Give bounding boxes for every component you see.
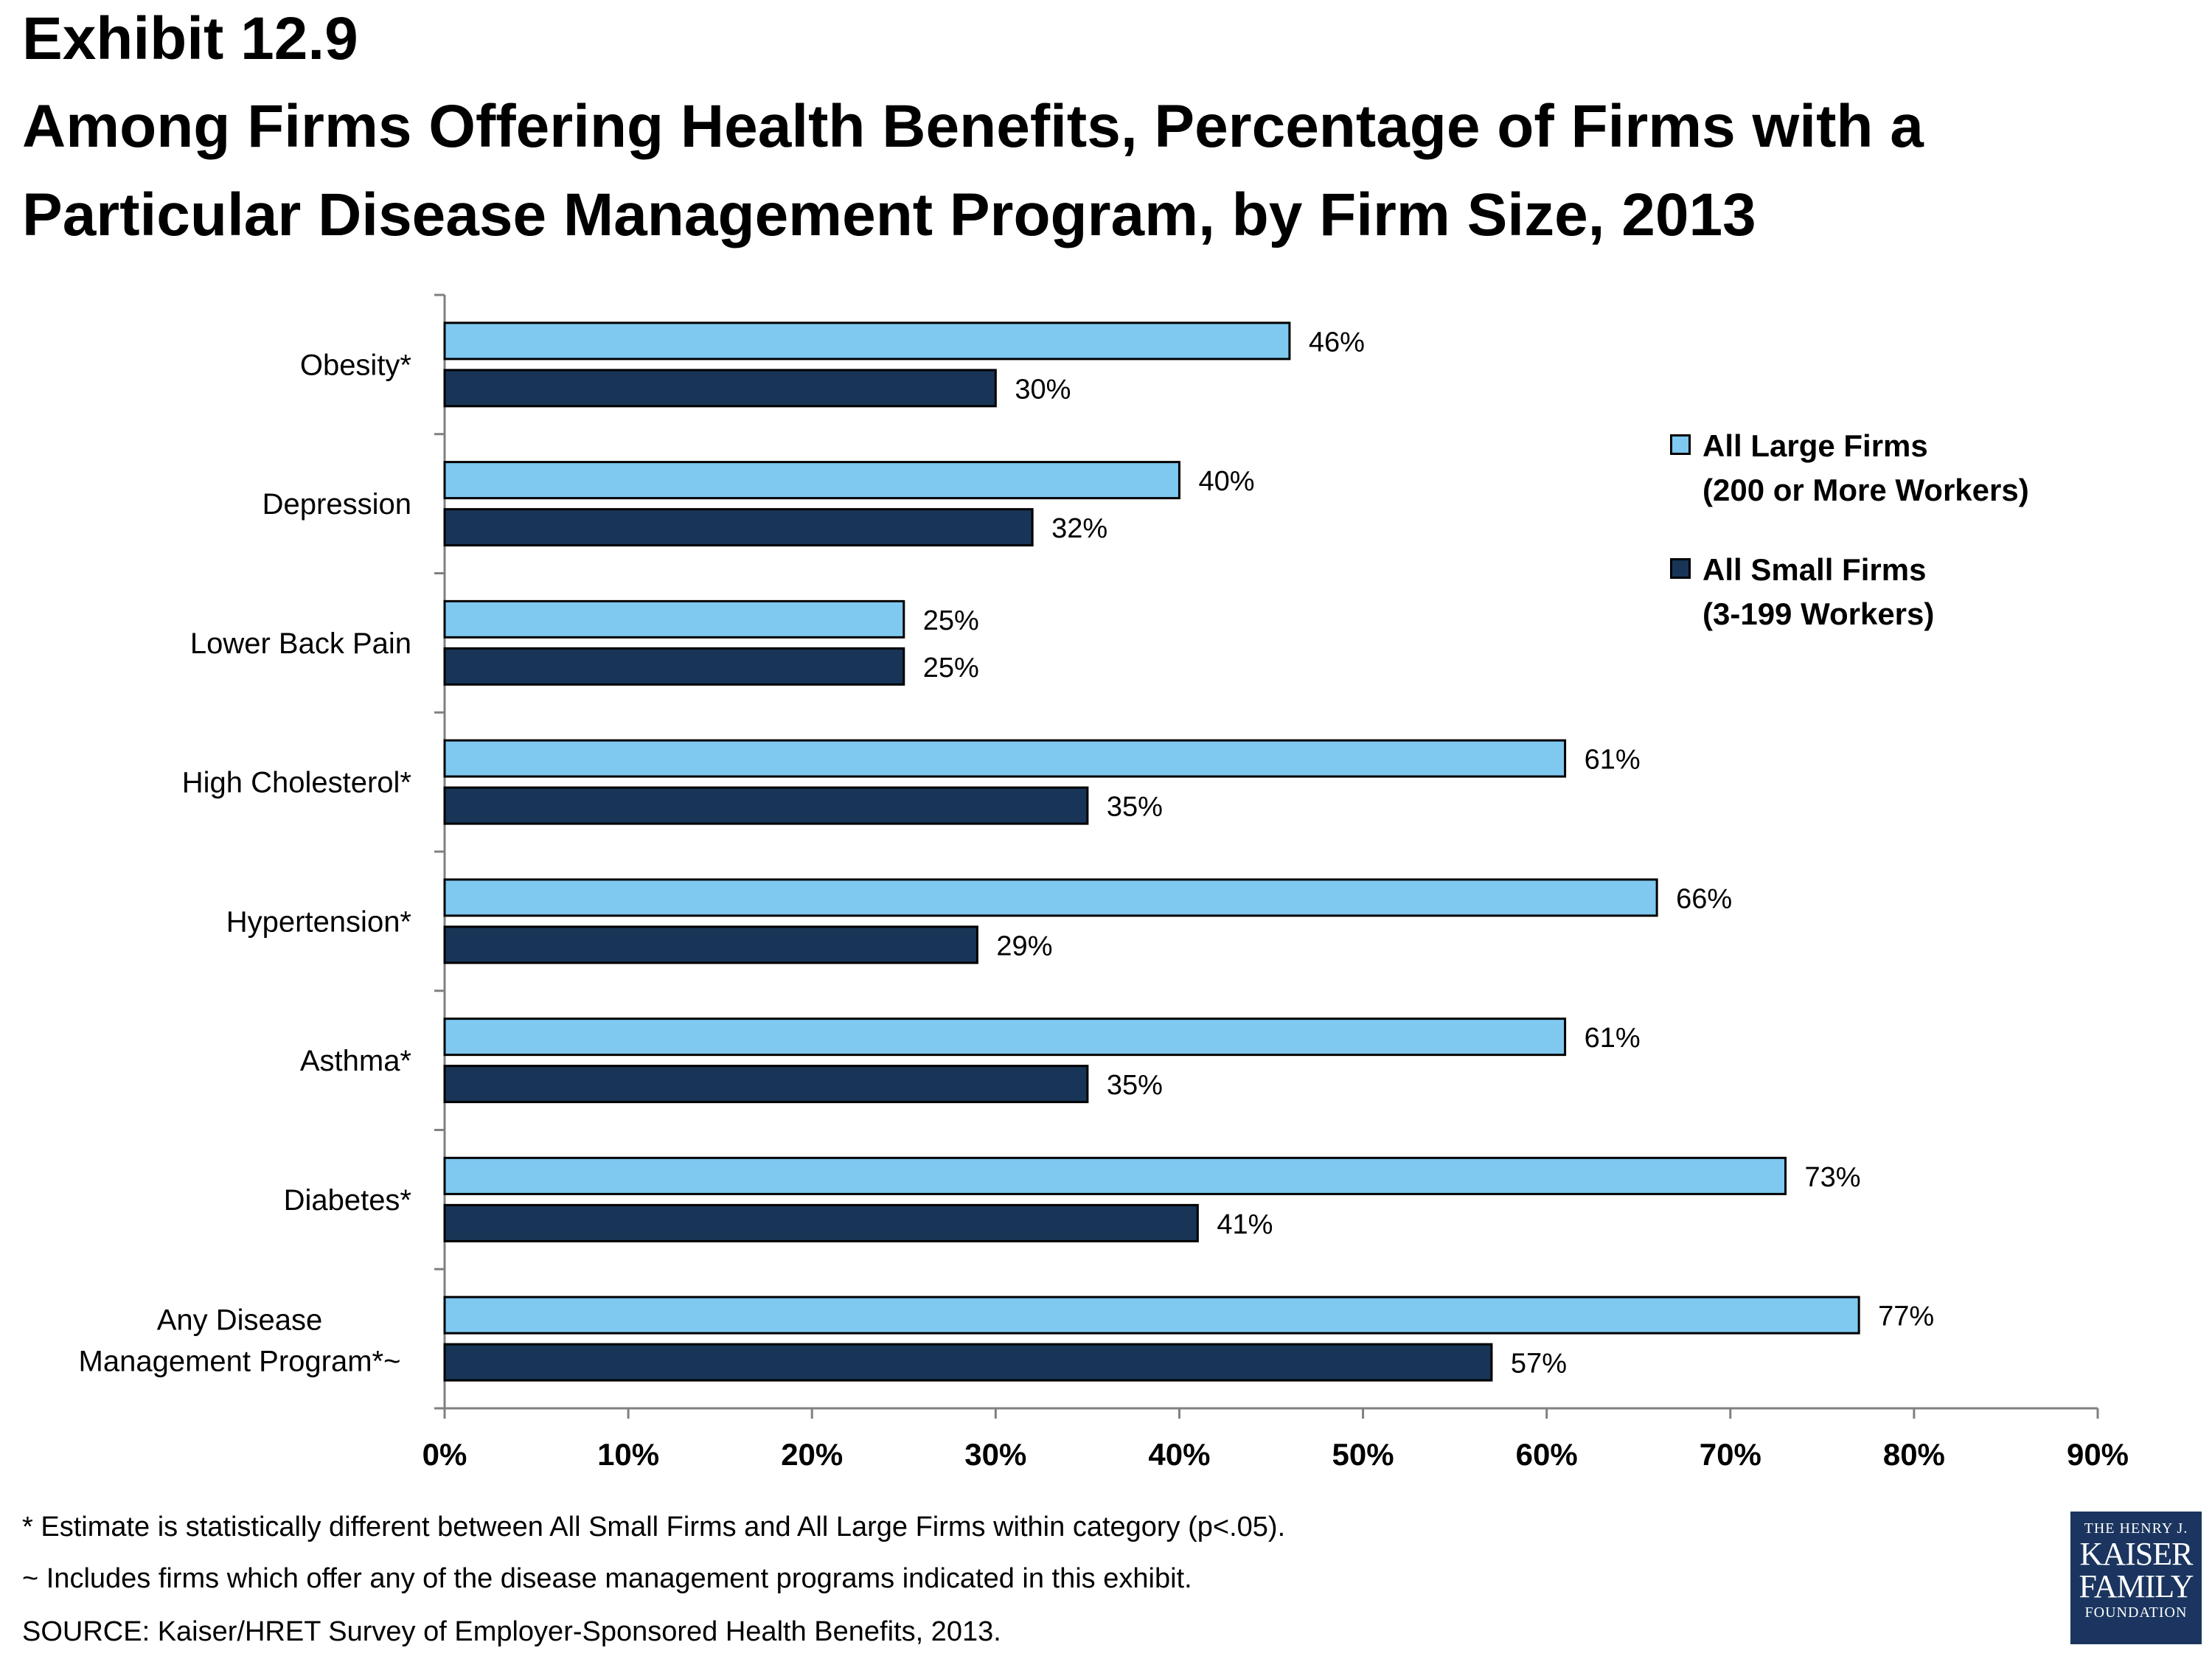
- category-label: Lower Back Pain: [190, 627, 411, 660]
- legend-item-small-firms: All Small Firms (3-199 Workers): [1670, 548, 2083, 644]
- bar-small-firms: [443, 1203, 1199, 1242]
- category-label: High Cholesterol*: [182, 767, 411, 799]
- data-label-small-firms: 32%: [1051, 513, 1107, 544]
- data-label-small-firms: 29%: [996, 931, 1052, 961]
- legend-sublabel-large-firms: (200 or More Workers): [1703, 473, 2029, 507]
- data-label-large-firms: 61%: [1585, 1023, 1641, 1054]
- legend-label-large-firms: All Large Firms: [1703, 428, 1928, 463]
- category-label: Any Disease: [157, 1304, 323, 1337]
- bar-small-firms: [443, 647, 905, 686]
- x-tick-label: 70%: [1700, 1437, 1761, 1472]
- exhibit-number: Exhibit 12.9: [22, 5, 358, 72]
- x-tick-label: 10%: [597, 1437, 659, 1472]
- category-label: Asthma*: [300, 1045, 411, 1077]
- chart-title-line-1: Among Firms Offering Health Benefits, Pe…: [22, 93, 1924, 160]
- footnote-any-program: ~ Includes firms which offer any of the …: [22, 1563, 1192, 1594]
- data-label-small-firms: 35%: [1107, 792, 1163, 823]
- bar-large-firms: [443, 321, 1291, 361]
- kaiser-family-foundation-logo: THE HENRY J. KAISER FAMILY FOUNDATION: [2070, 1512, 2202, 1644]
- bar-small-firms: [443, 925, 978, 964]
- data-label-small-firms: 25%: [923, 653, 979, 684]
- data-label-large-firms: 61%: [1585, 745, 1641, 776]
- category-label: Obesity*: [300, 349, 411, 381]
- bar-large-firms: [443, 1018, 1567, 1057]
- chart-title: Among Firms Offering Health Benefits, Pe…: [22, 83, 2160, 260]
- x-tick-label: 0%: [422, 1437, 467, 1472]
- category-label: Management Program*~: [79, 1346, 401, 1378]
- bar-large-firms: [443, 461, 1180, 500]
- bar-small-firms: [443, 786, 1089, 825]
- data-label-small-firms: 35%: [1107, 1070, 1163, 1101]
- data-label-small-firms: 57%: [1511, 1349, 1567, 1380]
- bar-large-firms: [443, 599, 905, 639]
- data-label-large-firms: 66%: [1676, 883, 1732, 914]
- x-tick-label: 50%: [1332, 1437, 1394, 1472]
- chart-title-line-2: Particular Disease Management Program, b…: [22, 181, 1756, 248]
- category-label: Depression: [262, 488, 411, 521]
- x-tick-label: 20%: [781, 1437, 843, 1472]
- data-label-small-firms: 30%: [1015, 374, 1071, 405]
- bar-large-firms: [443, 878, 1658, 917]
- x-tick-label: 90%: [2067, 1437, 2129, 1472]
- bar-small-firms: [443, 1065, 1089, 1104]
- data-label-large-firms: 46%: [1309, 327, 1365, 358]
- legend-swatch-small-firms: [1670, 558, 1691, 579]
- category-label: Diabetes*: [284, 1184, 411, 1217]
- bar-small-firms: [443, 508, 1034, 547]
- bar-chart: 0% 10% 20% 30% 40% 50% 60% 70% 80% 90% 46% 30% Obesi…: [79, 293, 2129, 1472]
- bar-small-firms: [443, 369, 997, 408]
- legend-sublabel-small-firms: (3-199 Workers): [1703, 597, 1935, 631]
- x-tick-label: 60%: [1516, 1437, 1578, 1472]
- source-note: SOURCE: Kaiser/HRET Survey of Employer-S…: [22, 1616, 1001, 1647]
- legend-item-large-firms: All Large Firms (200 or More Workers): [1670, 424, 2083, 520]
- category-label: Hypertension*: [226, 905, 411, 938]
- data-label-large-firms: 40%: [1198, 466, 1254, 497]
- x-tick-label: 40%: [1148, 1437, 1210, 1472]
- x-tick-label: 80%: [1883, 1437, 1945, 1472]
- data-label-small-firms: 41%: [1217, 1209, 1273, 1240]
- footnote-significance: * Estimate is statistically different be…: [22, 1512, 1286, 1543]
- x-tick-label: 30%: [964, 1437, 1026, 1472]
- legend-label-small-firms: All Small Firms: [1703, 552, 1927, 587]
- bar-large-firms: [443, 1156, 1787, 1195]
- bar-large-firms: [443, 739, 1567, 778]
- legend-swatch-large-firms: [1670, 434, 1691, 455]
- data-label-large-firms: 73%: [1805, 1162, 1861, 1193]
- data-label-large-firms: 77%: [1878, 1301, 1934, 1332]
- data-label-large-firms: 25%: [923, 605, 979, 636]
- bar-large-firms: [443, 1295, 1860, 1335]
- bar-small-firms: [443, 1343, 1493, 1382]
